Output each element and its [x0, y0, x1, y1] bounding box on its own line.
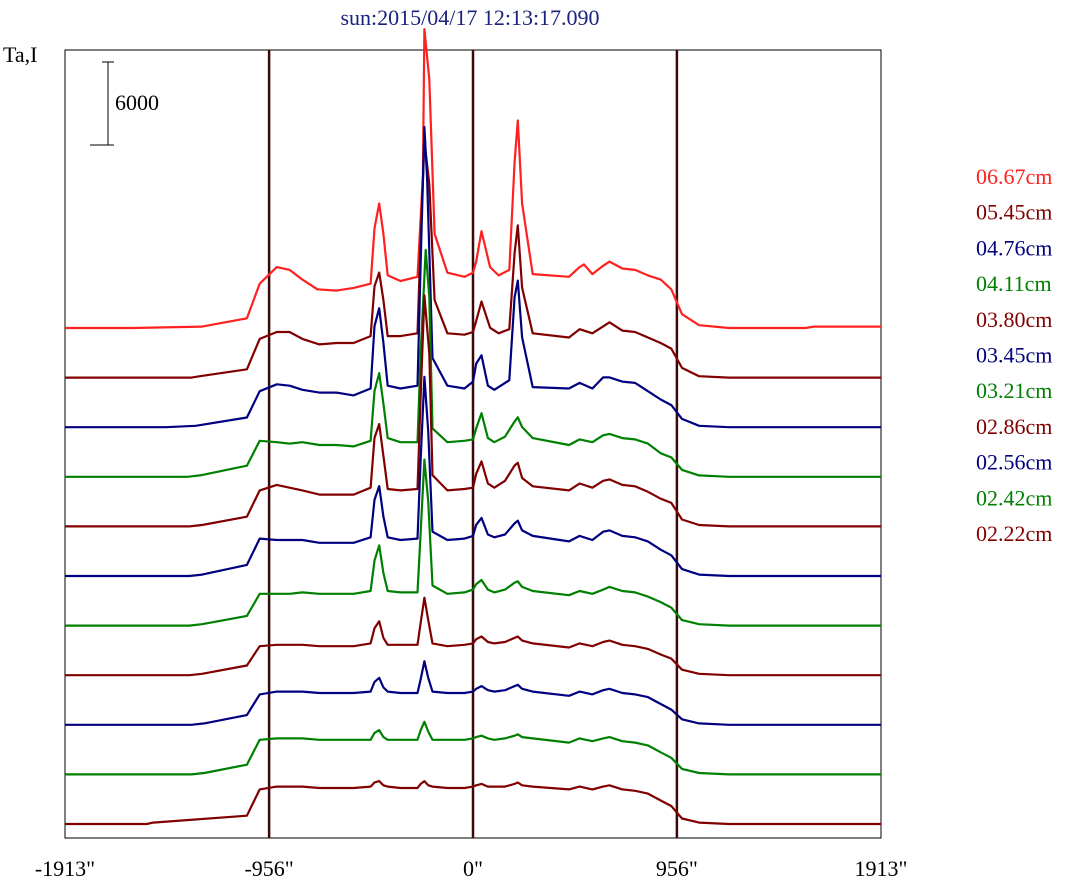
chart-title: sun:2015/04/17 12:13:17.090 — [340, 5, 599, 30]
x-tick-label: 956" — [656, 856, 698, 881]
series-line-02.42cm — [65, 720, 881, 776]
series-line-02.22cm — [65, 780, 881, 826]
legend-entry: 04.11cm — [976, 271, 1052, 296]
x-tick-label: -956" — [244, 856, 293, 881]
legend-entry: 06.67cm — [976, 164, 1052, 189]
x-tick-label: 0" — [463, 856, 483, 881]
series-line-04.76cm — [65, 125, 881, 429]
series-line-06.67cm — [65, 28, 881, 330]
legend: 06.67cm 05.45cm 04.76cm 04.11cm 03.80cm 03.45… — [976, 164, 1052, 546]
x-tick-labels: -1913" -956" 0" 956" 1913" — [35, 856, 908, 881]
series-line-04.11cm — [65, 248, 881, 478]
x-tick-label: 1913" — [855, 856, 908, 881]
series-line-02.86cm — [65, 596, 881, 677]
scale-bar: 6000 — [90, 61, 159, 146]
vertical-guide-lines — [267, 50, 679, 838]
legend-entry: 02.86cm — [976, 414, 1052, 439]
legend-entry: 03.80cm — [976, 307, 1052, 332]
legend-entry: 02.22cm — [976, 521, 1052, 546]
legend-entry: 03.21cm — [976, 378, 1052, 403]
series-line-02.56cm — [65, 660, 881, 726]
legend-entry: 03.45cm — [976, 343, 1052, 368]
series-line-03.45cm — [65, 375, 881, 578]
series-line-05.45cm — [65, 140, 881, 379]
legend-entry: 04.76cm — [976, 235, 1052, 260]
y-axis-label: Ta,I — [3, 42, 38, 67]
legend-entry: 05.45cm — [976, 200, 1052, 225]
series-line-03.21cm — [65, 458, 881, 627]
legend-entry: 02.56cm — [976, 450, 1052, 475]
scale-bar-label: 6000 — [115, 90, 159, 115]
series-line-03.80cm — [65, 294, 881, 528]
legend-entry: 02.42cm — [976, 485, 1052, 510]
x-tick-label: -1913" — [35, 856, 95, 881]
series-layer — [65, 28, 881, 826]
